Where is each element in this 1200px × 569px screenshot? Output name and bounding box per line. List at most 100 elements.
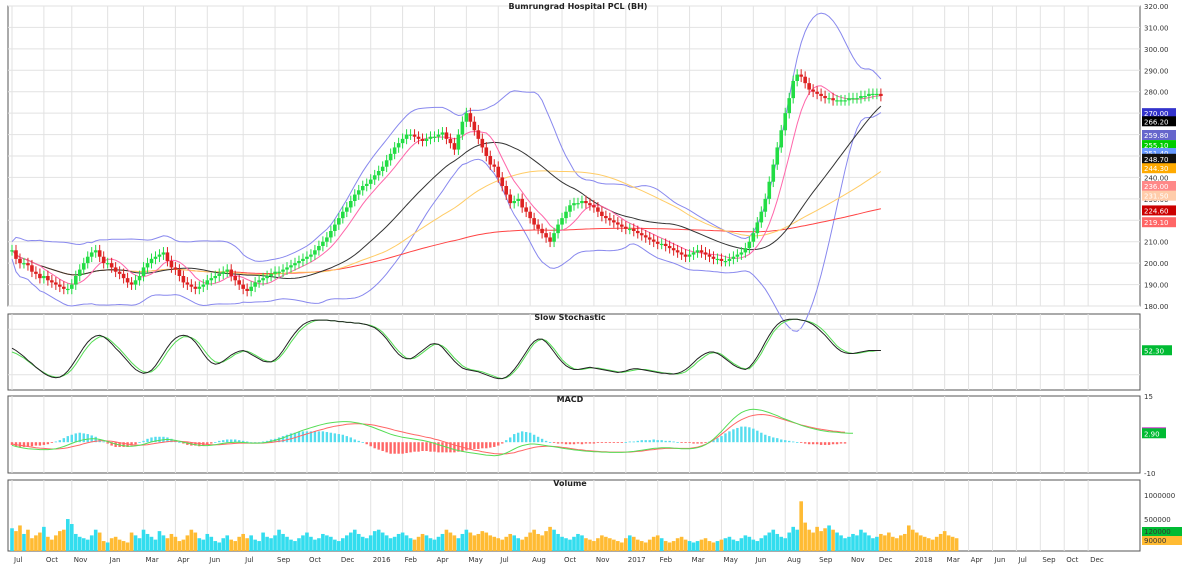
volume-bar [153,539,158,551]
candle-body [392,147,397,154]
candle-body [508,194,513,204]
volume-tag-label: 1000000 [1144,492,1175,500]
candle-body [751,233,756,242]
volume-bar [540,535,544,551]
macd-histogram-bar [676,442,679,443]
x-tick-label: Nov [851,556,865,564]
macd-histogram-bar [532,434,536,443]
price-title: Bumrungrad Hospital PCL (BH) [509,2,648,11]
macd-histogram-bar [178,442,181,443]
candle-body [257,280,261,283]
candle-body [504,186,509,195]
candle-body [847,98,851,101]
volume-bar [396,533,401,551]
panel-frame-macd [7,395,1141,474]
macd-histogram-bar [265,440,269,443]
volume-bar [934,536,939,551]
volume-bar [209,536,214,551]
macd-histogram-bar [214,442,217,443]
x-tick-label: Sep [819,556,833,564]
candle-body [767,181,772,199]
volume-bar [946,535,951,551]
candle-body [516,198,520,201]
macd-histogram-bar [477,442,480,449]
volume-bar [161,535,166,551]
volume-bar [524,536,528,551]
macd-histogram-bar [588,442,592,444]
candle-body [177,269,182,276]
candle-body [181,276,186,283]
macd-histogram-bar [437,442,440,453]
x-tick-label: Aug [532,556,546,564]
macd-histogram-bar [823,442,827,445]
volume-bar [548,526,552,551]
macd-histogram-bar [361,442,364,443]
candle-body [492,164,497,167]
volume-bar [345,535,349,551]
macd-histogram-bar [684,442,687,443]
macd-histogram-bar [126,442,129,447]
volume-bar [376,529,381,551]
volume-bar [887,532,891,551]
volume-bar [719,539,724,551]
volume-bar [747,536,752,551]
candle-body [372,175,377,180]
volume-bar [113,536,118,551]
macd-histogram-bar [433,442,436,452]
candle-body [560,218,564,225]
price-tag-box [1142,116,1176,127]
stoch-d-line [11,318,881,380]
macd-histogram-bar [134,442,137,445]
candle-body [376,171,381,176]
volume-bar [432,539,437,551]
price-tag-box [1142,163,1176,174]
candle-body [807,83,811,90]
candle-body [735,254,740,257]
candle-body [743,248,748,253]
volume-bar [484,532,489,551]
candle-body [384,160,389,167]
macd-histogram-bar [552,442,556,443]
candle-body [739,252,744,255]
macd-histogram-bar [222,440,225,443]
volume-bar [918,535,923,551]
macd-histogram-bar [313,431,317,443]
volume-bar [237,536,241,551]
macd-histogram-bar [218,440,221,443]
candle-body [835,100,839,102]
x-tick-label: Jul [1017,556,1027,564]
volume-bar [831,529,835,551]
candle-body [600,211,604,216]
volume-bar [663,541,668,551]
volume-bar [500,539,505,551]
volume-bar [341,538,345,551]
macd-histogram-bar [377,442,380,450]
candle-body [480,138,485,148]
macd-histogram-bar [608,442,612,443]
candle-body [129,282,134,285]
volume-bar [241,533,245,551]
price-tag-label: 248.70 [1144,156,1169,164]
x-tick-label: Oct [1066,556,1078,564]
candle-body [233,276,237,281]
volume-bar [109,538,114,551]
macd-histogram-bar [241,440,245,443]
volume-bar [297,538,301,551]
volume-bar [910,529,915,551]
macd-histogram-bar [409,442,412,453]
candle-body [249,286,253,291]
candle-body [711,256,716,259]
x-tick-label: Apr [971,556,983,564]
volume-bar [560,536,564,551]
candle-body [301,258,305,261]
candle-body [468,113,473,122]
macd-histogram-bar [732,429,735,443]
volume-bar [867,535,871,551]
candle-body [651,239,656,242]
macd-histogram-bar [831,442,835,445]
macd-histogram-bar [712,440,715,443]
candle-body [117,271,122,274]
macd-histogram-bar [333,433,337,443]
volume-bar [799,501,803,551]
candle-body [105,263,110,265]
